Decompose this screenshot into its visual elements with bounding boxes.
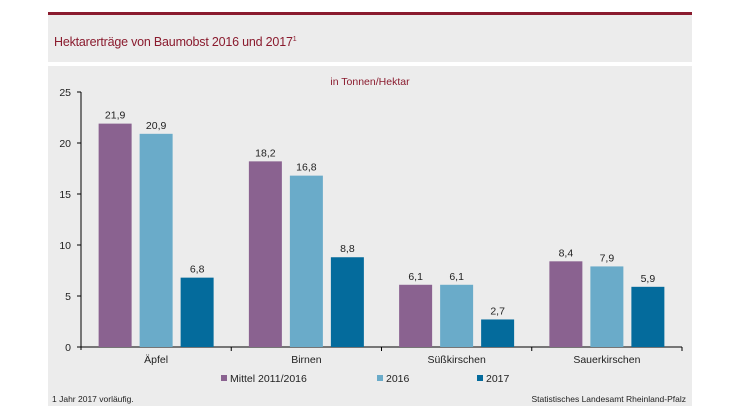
chart-subtitle: in Tonnen/Hektar (330, 76, 410, 88)
legend-swatch (377, 375, 383, 381)
bar-value-label: 6,8 (190, 264, 205, 276)
bar-mittel (98, 123, 132, 348)
bar-value-label: 16,8 (296, 162, 317, 174)
bar-2017 (330, 257, 364, 347)
y-tick-label: 5 (65, 291, 71, 303)
bar-2016 (139, 133, 173, 347)
bar-2016 (289, 175, 323, 347)
y-tick-label: 20 (59, 138, 71, 150)
footnote: 1 Jahr 2017 vorläufig. (52, 394, 134, 404)
legend-swatch (221, 375, 227, 381)
title-panel: Hektarerträge von Baumobst 2016 und 2017… (48, 15, 692, 62)
x-category-label: Sauerkirschen (573, 354, 640, 366)
x-category-label: Äpfel (144, 354, 168, 366)
y-tick-label: 25 (59, 87, 71, 99)
bar-2017 (180, 277, 214, 347)
chart-title-text: Hektarerträge von Baumobst 2016 und 2017 (54, 35, 293, 49)
title-accent-bar (48, 12, 692, 15)
legend-label: Mittel 2011/2016 (230, 373, 307, 385)
bar-value-label: 5,9 (641, 273, 656, 285)
legend-label: 2017 (486, 373, 510, 385)
y-tick-label: 10 (59, 240, 71, 252)
bar-2016 (440, 284, 474, 347)
y-tick-label: 0 (65, 342, 71, 354)
legend-swatch (477, 375, 483, 381)
bar-2017 (631, 286, 665, 347)
bar-value-label: 8,8 (340, 243, 355, 255)
x-category-label: Birnen (291, 354, 322, 366)
bar-mittel (248, 161, 282, 347)
x-category-label: Süßkirschen (427, 354, 486, 366)
bar-value-label: 20,9 (146, 120, 167, 132)
bar-2017 (481, 319, 515, 347)
bar-value-label: 6,1 (408, 271, 423, 283)
bar-value-label: 6,1 (449, 271, 464, 283)
chart-title-footnote-mark: 1 (292, 36, 297, 43)
bar-value-label: 18,2 (255, 147, 276, 159)
bar-2016 (590, 266, 624, 347)
y-tick-label: 15 (59, 189, 71, 201)
bar-mittel (549, 261, 583, 347)
bar-value-label: 2,7 (490, 305, 505, 317)
bar-value-label: 7,9 (600, 252, 615, 264)
chart-title: Hektarerträge von Baumobst 2016 und 2017… (54, 35, 297, 49)
bar-mittel (399, 284, 433, 347)
bar-value-label: 8,4 (559, 247, 574, 259)
legend-label: 2016 (386, 373, 410, 385)
source-credit: Statistisches Landesamt Rheinland-Pfalz (531, 394, 687, 404)
bar-value-label: 21,9 (105, 110, 126, 122)
